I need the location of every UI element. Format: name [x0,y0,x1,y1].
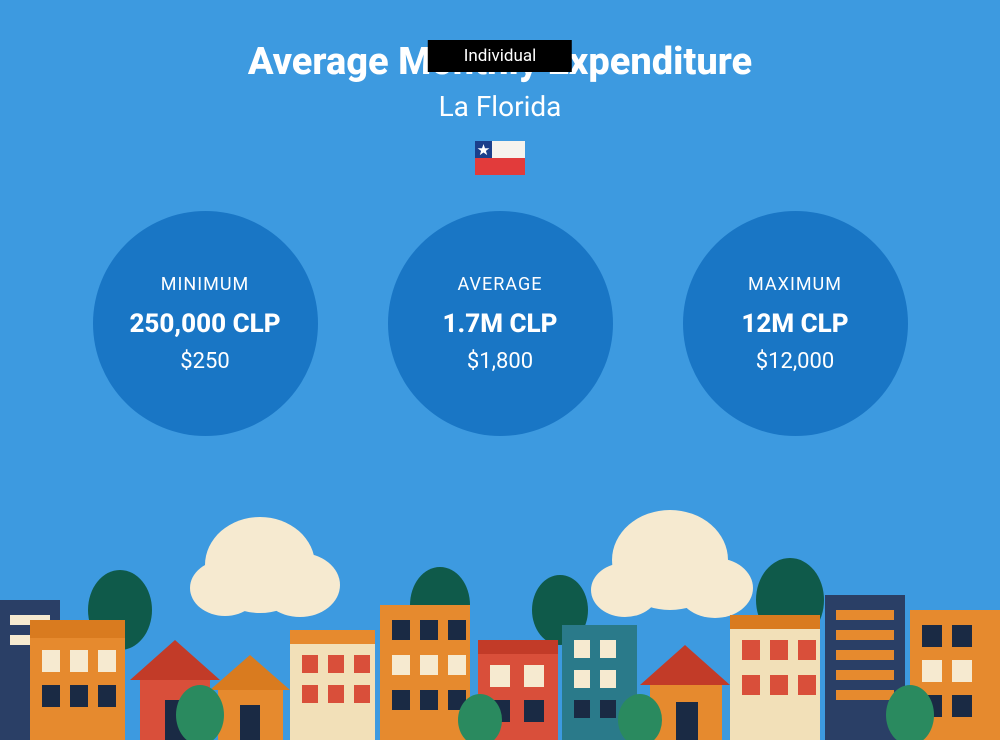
stat-value: 12M CLP [741,309,848,339]
stat-usd: $1,800 [467,349,533,374]
stat-label: MAXIMUM [748,274,842,295]
stat-circle-minimum: MINIMUM 250,000 CLP $250 [93,211,318,436]
stat-value: 1.7M CLP [443,309,558,339]
chile-flag-icon [475,141,525,175]
stat-value: 250,000 CLP [129,309,280,339]
cityscape-illustration [0,510,1000,740]
location-subtitle: La Florida [0,90,1000,123]
stat-circles: MINIMUM 250,000 CLP $250 AVERAGE 1.7M CL… [0,211,1000,436]
stat-circle-average: AVERAGE 1.7M CLP $1,800 [388,211,613,436]
category-tag: Individual [428,40,572,72]
stat-usd: $12,000 [756,349,835,374]
stat-label: MINIMUM [161,274,249,295]
stat-circle-maximum: MAXIMUM 12M CLP $12,000 [683,211,908,436]
stat-usd: $250 [180,349,229,374]
stat-label: AVERAGE [458,274,543,295]
